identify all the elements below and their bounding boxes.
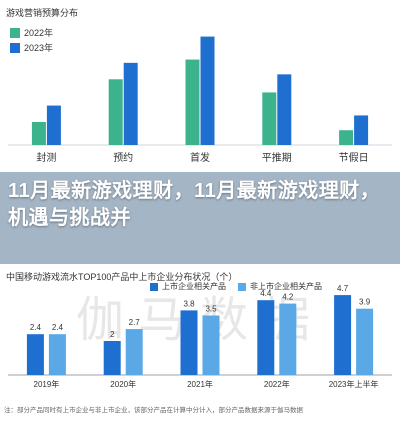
legend-swatch-nonlisted — [238, 282, 246, 291]
top-chart-title: 游戏营销预算分布 — [6, 8, 79, 18]
legend-label-2022: 2022年 — [24, 28, 54, 38]
bottom-bar-nonlisted-0 — [48, 334, 66, 375]
bottom-bar-nonlisted-4 — [356, 308, 374, 375]
top-bar-2023-2 — [200, 36, 215, 146]
bottom-bar-listed-1 — [103, 341, 121, 375]
legend-item-2022: 2022年 — [10, 26, 53, 39]
top-category-label-3: 平推期 — [262, 151, 292, 164]
top-bar-2022-1 — [108, 79, 123, 145]
top-chart-svg: 封测 预约 首发 平推期 节假日 — [8, 36, 392, 164]
bottom-value-label-listed-4: 4.7 — [337, 284, 349, 293]
bottom-bar-nonlisted-3 — [279, 303, 297, 375]
bottom-bar-listed-2 — [180, 310, 198, 375]
top-bar-2023-1 — [123, 62, 138, 145]
bottom-value-label-listed-2: 3.8 — [183, 299, 195, 308]
bottom-value-label-nonlisted-3: 4.2 — [282, 293, 294, 302]
top-bar-2023-0 — [46, 105, 61, 145]
headline-text: 11月最新游戏理财，11月最新游戏理财，机遇与挑战并 — [8, 180, 381, 229]
top-chart-panel — [0, 0, 400, 175]
bottom-value-label-nonlisted-4: 3.9 — [359, 298, 371, 307]
top-bar-2023-4 — [354, 115, 369, 145]
bottom-category-label-1: 2020年 — [110, 379, 136, 389]
legend-label-listed: 上市企业相关产品 — [162, 282, 226, 291]
bottom-category-label-2: 2021年 — [187, 379, 213, 389]
legend-label-nonlisted: 非上市企业相关产品 — [250, 282, 322, 291]
bottom-value-label-listed-0: 2.4 — [30, 323, 42, 332]
top-bar-2022-0 — [31, 122, 46, 145]
bottom-value-label-listed-1: 2 — [110, 330, 115, 339]
legend-item-listed: 上市企业相关产品 — [150, 281, 226, 292]
legend-swatch-listed — [150, 282, 158, 291]
top-bar-2022-2 — [185, 59, 200, 146]
legend-item-nonlisted: 非上市企业相关产品 — [238, 281, 322, 292]
bottom-bar-listed-0 — [26, 334, 44, 375]
bottom-chart-panel — [0, 264, 400, 422]
legend-item-2023: 2023年 — [10, 41, 53, 54]
top-bar-2023-3 — [277, 74, 292, 145]
top-bar-2022-4 — [339, 130, 354, 145]
footnote: 注：部分产品同时有上市企业与非上市企业，该部分产品在计算中分计入，部分产品数据来… — [4, 407, 303, 414]
top-category-label-0: 封测 — [36, 151, 56, 164]
top-category-label-4: 节假日 — [339, 151, 369, 164]
legend-swatch-2023 — [10, 42, 20, 53]
top-category-label-2: 首发 — [190, 151, 210, 164]
headline-band — [0, 172, 400, 264]
legend-label-2023: 2023年 — [24, 43, 54, 53]
bottom-chart-title: 中国移动游戏流水TOP100产品中上市企业分布状况（个） — [6, 272, 238, 282]
legend-swatch-2022 — [10, 27, 20, 38]
bottom-bar-listed-3 — [257, 300, 275, 375]
bottom-value-label-nonlisted-1: 2.7 — [129, 318, 141, 327]
bottom-value-label-nonlisted-2: 3.5 — [205, 305, 217, 314]
bottom-value-label-listed-3: 4.4 — [260, 289, 272, 298]
bottom-bar-nonlisted-2 — [202, 315, 220, 375]
bottom-value-label-nonlisted-0: 2.4 — [52, 323, 64, 332]
bottom-category-label-0: 2019年 — [34, 379, 60, 389]
bottom-category-label-4: 2023年上半年 — [329, 379, 379, 389]
bottom-bar-listed-4 — [334, 295, 352, 375]
top-bar-2022-3 — [262, 92, 277, 145]
bottom-category-label-3: 2022年 — [264, 379, 290, 389]
bottom-bar-nonlisted-1 — [125, 329, 143, 375]
top-category-label-1: 预约 — [113, 151, 133, 164]
bottom-legend-row: 上市企业相关产品 非上市企业相关产品 — [150, 281, 322, 292]
